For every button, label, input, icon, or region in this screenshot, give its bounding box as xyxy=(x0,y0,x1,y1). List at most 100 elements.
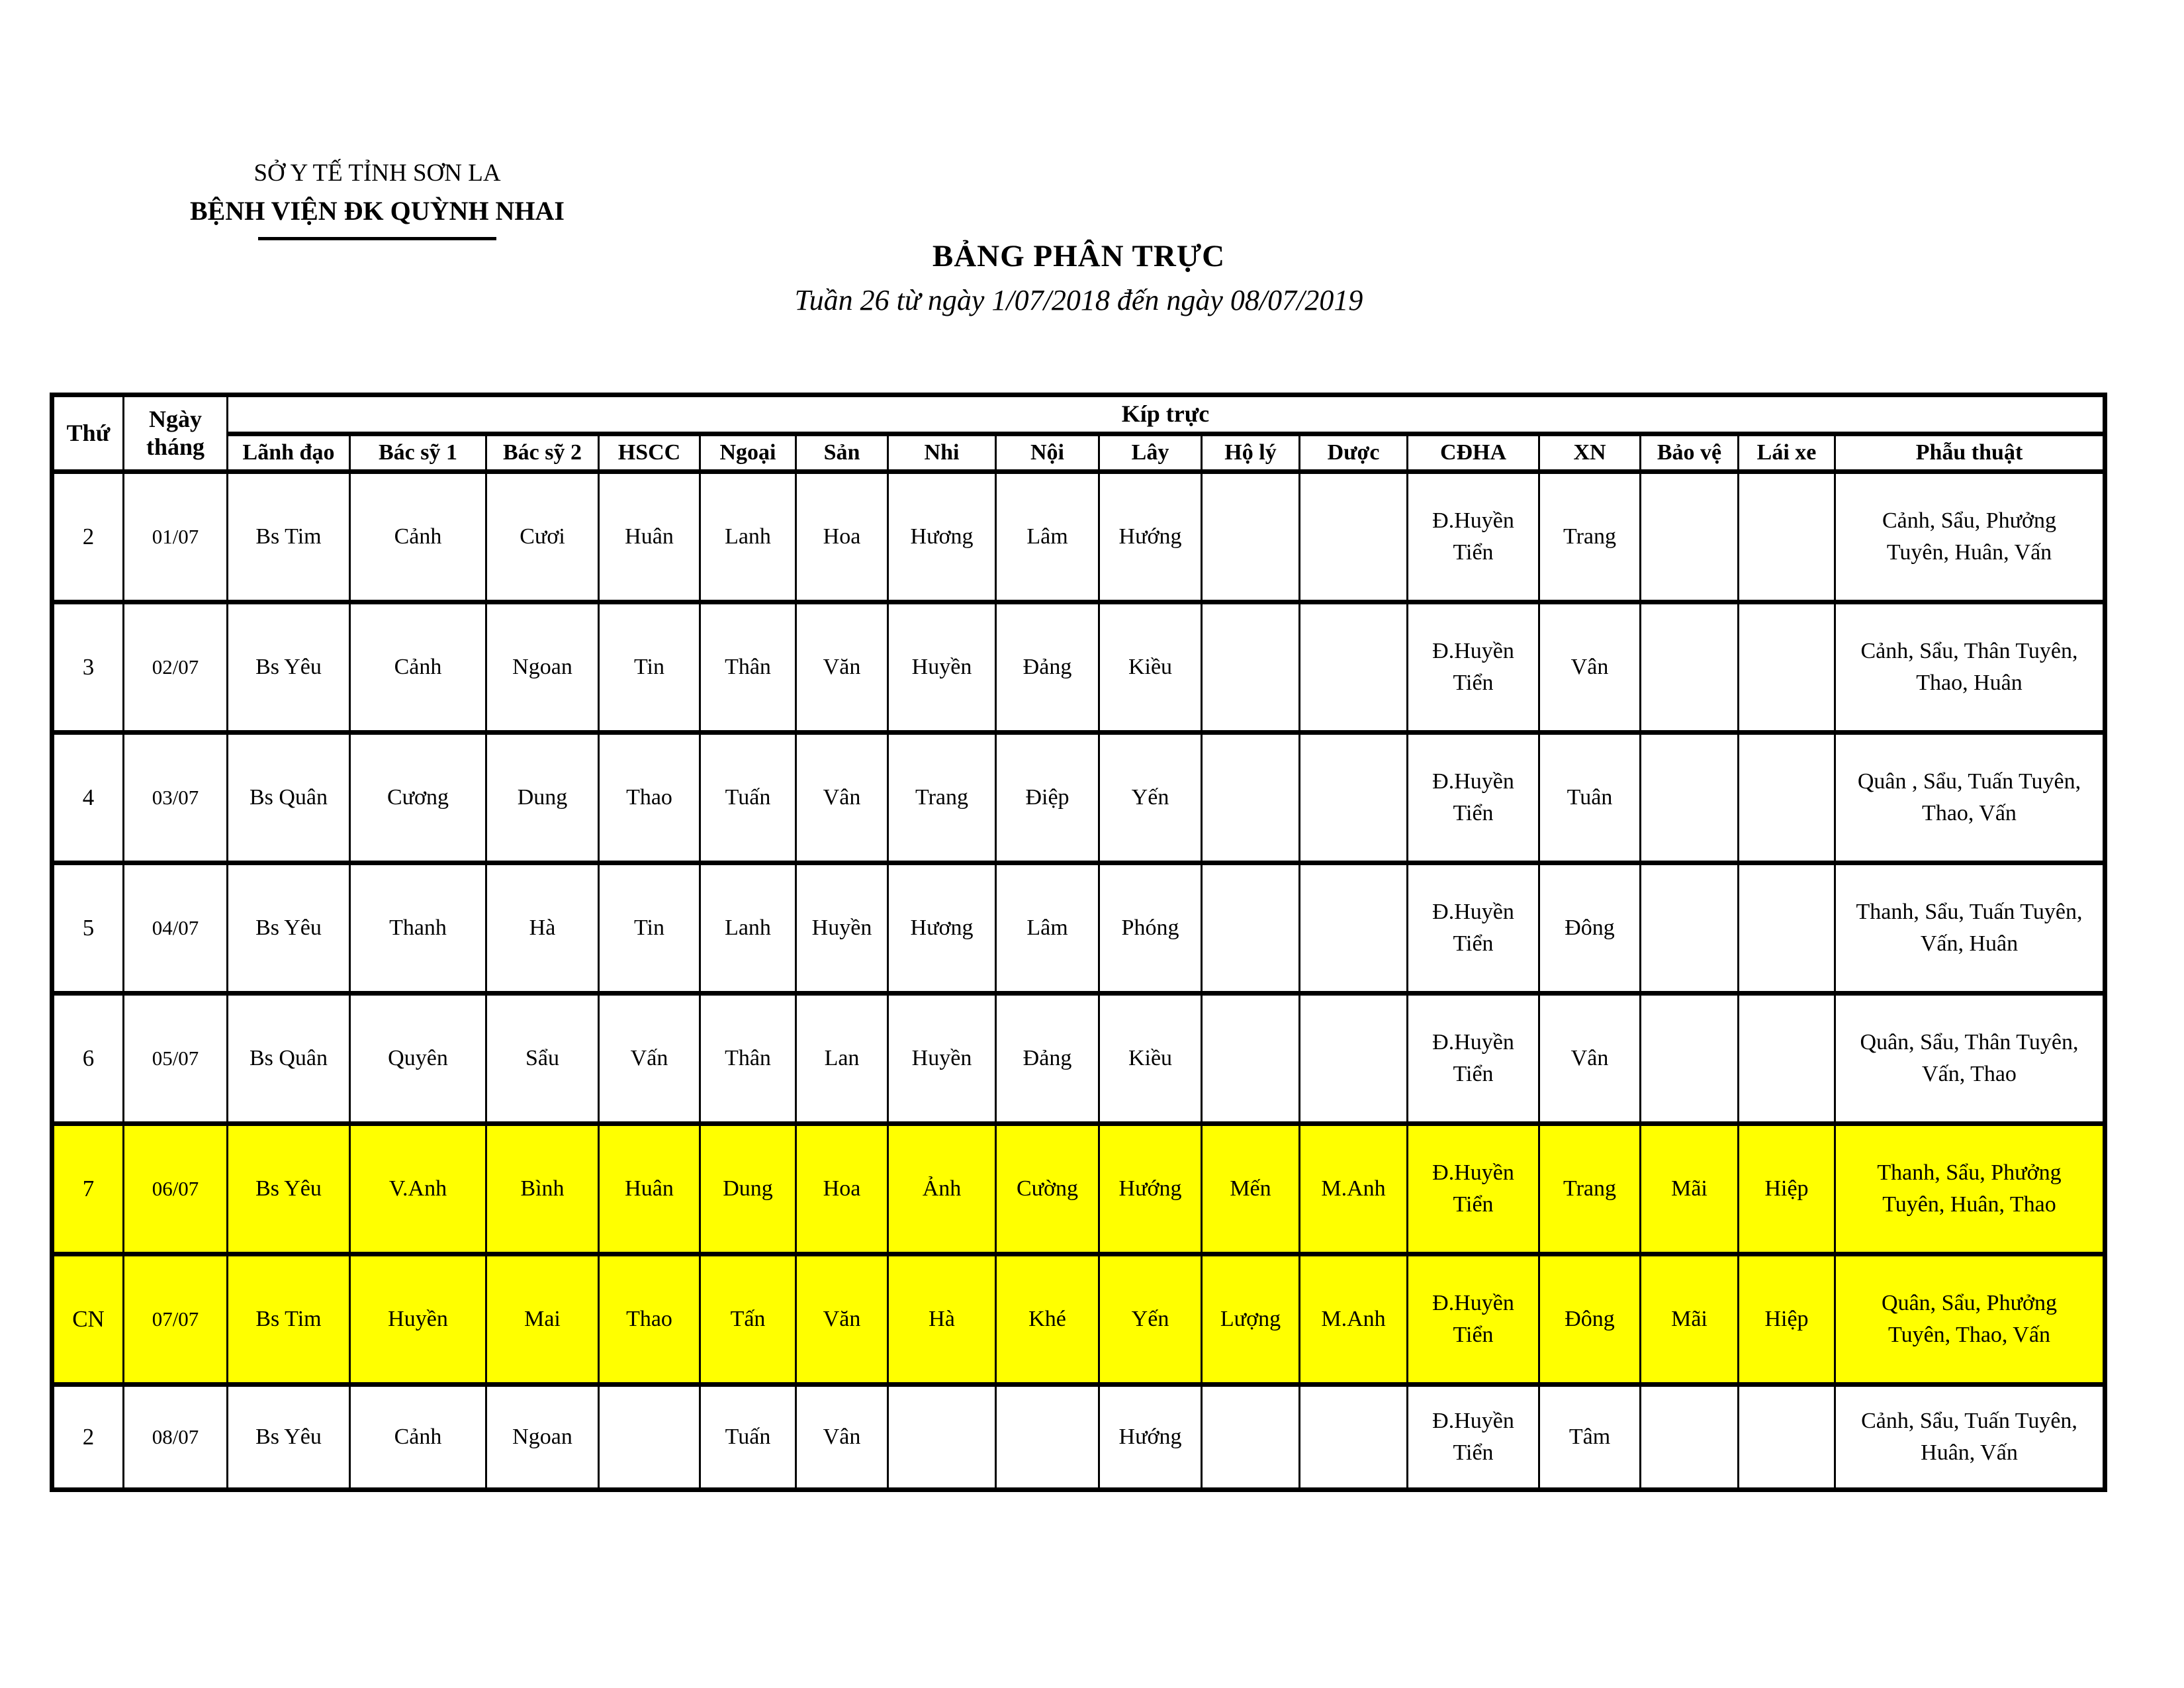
cell: Mai xyxy=(485,1252,600,1387)
cell: Văn xyxy=(795,600,889,735)
cell: Tin xyxy=(598,861,701,996)
cell-cdha: Đ.Huyền Tiển xyxy=(1406,469,1540,604)
col-header-n-i: Nội xyxy=(995,432,1100,474)
cell-ngay-thang: 02/07 xyxy=(122,600,228,735)
cell: Hiệp xyxy=(1737,1252,1836,1387)
col-header-b-c-s-1: Bác sỹ 1 xyxy=(349,432,487,474)
cell: Hướng xyxy=(1098,1382,1203,1492)
cell xyxy=(1201,1382,1300,1492)
cell-thu: 4 xyxy=(51,730,124,865)
table-row: 2 08/07 Bs Yêu Cảnh Ngoan Tuấn Vân Hướng Đ.Huyền… xyxy=(51,1382,2106,1492)
cell-thu: 5 xyxy=(51,861,124,996)
cell xyxy=(1737,1382,1836,1492)
col-header-thu: Thứ xyxy=(51,393,124,474)
cell: Cảnh xyxy=(349,469,487,604)
col-header-l-i-xe: Lái xe xyxy=(1737,432,1836,474)
cell: Trang xyxy=(1538,469,1641,604)
cell xyxy=(1639,469,1739,604)
cell: Ngoan xyxy=(485,600,600,735)
cell-cdha: Đ.Huyền Tiển xyxy=(1406,1252,1540,1387)
cell: Cường xyxy=(995,1121,1100,1256)
cell-phau-thuat: Cảnh, Sẩu, Tuấn Tuyên, Huân, Vấn xyxy=(1834,1382,2106,1492)
org-department-name: SỞ Y TẾ TỈNH SƠN LA xyxy=(253,160,501,187)
table-row: 5 04/07 Bs Yêu Thanh Hà Tin Lanh Huyền Hương Lâm P… xyxy=(51,861,2106,996)
cell-cdha: Đ.Huyền Tiển xyxy=(1406,1121,1540,1256)
cell-thu: 7 xyxy=(51,1121,124,1256)
cell xyxy=(1298,469,1408,604)
cell-thu: 6 xyxy=(51,991,124,1126)
org-header: SỞ Y TẾ TỈNH SƠN LA BỆNH VIỆN ĐK QUỲNH N… xyxy=(146,159,609,240)
cell: Vân xyxy=(1538,991,1641,1126)
cell xyxy=(1298,730,1408,865)
cell-phau-thuat: Thanh, Sẩu, Tuấn Tuyên, Vấn, Huân xyxy=(1834,861,2106,996)
cell: Cươi xyxy=(485,469,600,604)
cell xyxy=(1201,600,1300,735)
table-row: 7 06/07 Bs Yêu V.Anh Bình Huân Dung Hoa Ảnh Cường… xyxy=(51,1121,2106,1256)
cell: Ngoan xyxy=(485,1382,600,1492)
cell: Bs Yêu xyxy=(226,600,351,735)
cell: M.Anh xyxy=(1298,1252,1408,1387)
cell-cdha: Đ.Huyền Tiển xyxy=(1406,1382,1540,1492)
cell: Tâm xyxy=(1538,1382,1641,1492)
cell: Dung xyxy=(699,1121,797,1256)
cell: Lâm xyxy=(995,861,1100,996)
cell: Hương xyxy=(887,861,997,996)
cell xyxy=(1737,861,1836,996)
cell: Thao xyxy=(598,1252,701,1387)
col-header-d-c: Dược xyxy=(1298,432,1408,474)
cell-phau-thuat: Quân, Sẩu, Thân Tuyên, Vấn, Thao xyxy=(1834,991,2106,1126)
cell: Hiệp xyxy=(1737,1121,1836,1256)
cell xyxy=(1639,600,1739,735)
cell-phau-thuat: Quân, Sẩu, Phưởng Tuyên, Thao, Vấn xyxy=(1834,1252,2106,1387)
cell-ngay-thang: 07/07 xyxy=(122,1252,228,1387)
col-group-kip-truc: Kíp trực xyxy=(226,393,2106,436)
cell: Mến xyxy=(1201,1121,1300,1256)
col-header-l-y: Lây xyxy=(1098,432,1203,474)
cell: Thân xyxy=(699,991,797,1126)
col-header-ngay-thang: Ngày tháng xyxy=(122,393,228,474)
cell: Ảnh xyxy=(887,1121,997,1256)
cell: Đông xyxy=(1538,1252,1641,1387)
col-header-nhi: Nhi xyxy=(887,432,997,474)
cell xyxy=(598,1382,701,1492)
cell xyxy=(1298,991,1408,1126)
cell: M.Anh xyxy=(1298,1121,1408,1256)
cell: Huyền xyxy=(887,991,997,1126)
page-title: BẢNG PHÂN TRỰC xyxy=(932,239,1226,273)
cell: Đảng xyxy=(995,991,1100,1126)
cell-cdha: Đ.Huyền Tiển xyxy=(1406,730,1540,865)
cell: Cảnh xyxy=(349,600,487,735)
cell xyxy=(1639,1382,1739,1492)
cell: Huyền xyxy=(349,1252,487,1387)
col-header-l-nh-o: Lãnh đạo xyxy=(226,432,351,474)
col-header-b-c-s-2: Bác sỹ 2 xyxy=(485,432,600,474)
cell xyxy=(1737,469,1836,604)
cell-thu: 2 xyxy=(51,469,124,604)
cell-phau-thuat: Quân , Sẩu, Tuấn Tuyên, Thao, Vấn xyxy=(1834,730,2106,865)
cell xyxy=(1201,991,1300,1126)
col-header-h-l-: Hộ lý xyxy=(1201,432,1300,474)
col-header-s-n: Sản xyxy=(795,432,889,474)
cell xyxy=(1737,991,1836,1126)
cell: Hoa xyxy=(795,469,889,604)
cell-ngay-thang: 03/07 xyxy=(122,730,228,865)
cell: Sẩu xyxy=(485,991,600,1126)
cell: Thao xyxy=(598,730,701,865)
cell: Bs Quân xyxy=(226,991,351,1126)
cell: Hoa xyxy=(795,1121,889,1256)
cell-ngay-thang: 04/07 xyxy=(122,861,228,996)
cell: Tuân xyxy=(1538,730,1641,865)
cell xyxy=(1737,730,1836,865)
cell: Hướng xyxy=(1098,469,1203,604)
org-underline xyxy=(258,237,496,240)
cell-ngay-thang: 05/07 xyxy=(122,991,228,1126)
cell: Bs Yêu xyxy=(226,861,351,996)
col-header-hscc: HSCC xyxy=(598,432,701,474)
col-header-c-ha: CĐHA xyxy=(1406,432,1540,474)
cell: Thân xyxy=(699,600,797,735)
cell: Bs Yêu xyxy=(226,1121,351,1256)
cell: Quyên xyxy=(349,991,487,1126)
cell: Hà xyxy=(887,1252,997,1387)
col-header-xn: XN xyxy=(1538,432,1641,474)
